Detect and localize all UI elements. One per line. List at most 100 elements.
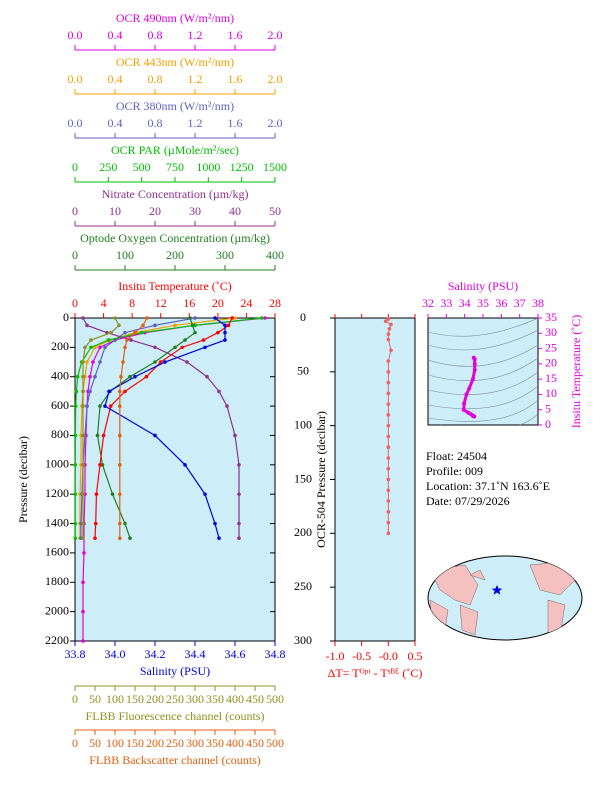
- x-tick-label: 35: [477, 296, 489, 310]
- float-info: Profile: 009: [426, 464, 483, 478]
- x-tick-label: 40: [229, 204, 241, 218]
- x-tick-label: 250: [166, 736, 184, 750]
- x-tick-label: 33.8: [65, 647, 86, 661]
- profile-point: [123, 345, 127, 350]
- profile-line: [79, 317, 236, 539]
- x-tick-label: 20: [212, 296, 224, 310]
- x-tick-label: 750: [166, 160, 184, 174]
- profile-point: [173, 323, 177, 328]
- profile-point: [128, 536, 132, 541]
- y-tick-label: 20: [545, 356, 557, 370]
- y-tick-label: 100: [294, 417, 312, 431]
- profile-point: [117, 323, 121, 328]
- profile-point: [118, 389, 122, 394]
- profile-point: [81, 360, 85, 364]
- y-tick-label: 1800: [45, 574, 69, 588]
- x-tick-label: 0.0: [68, 28, 83, 42]
- y-tick-label: 1600: [45, 545, 69, 559]
- delta-point: [386, 520, 391, 525]
- ts-point: [471, 355, 476, 360]
- profile-point: [173, 345, 177, 350]
- profile-point: [185, 360, 189, 364]
- profile-plot-area: [74, 317, 276, 642]
- x-tick-label: 500: [266, 736, 284, 750]
- x-tick-label: 100: [106, 692, 124, 706]
- ts-point: [472, 367, 477, 372]
- profile-point: [81, 521, 85, 526]
- x-tick-label: 1.6: [228, 28, 243, 42]
- profile-point: [217, 389, 221, 394]
- profile-point: [73, 536, 78, 541]
- profile-point: [123, 389, 127, 394]
- x-tick-label: 450: [246, 736, 264, 750]
- profile-line: [119, 317, 148, 539]
- x-tick-label: 36: [495, 296, 507, 310]
- y-tick-label: 50: [297, 364, 309, 378]
- profile-point: [89, 345, 93, 350]
- y-tick-label: 1200: [45, 486, 69, 500]
- profile-point: [81, 492, 85, 496]
- float-info: Location: 37.1˚N 163.6˚E: [426, 479, 550, 493]
- ts-point: [472, 361, 477, 366]
- profile-point: [73, 404, 78, 408]
- x-tick-label: 33: [440, 296, 452, 310]
- delta-point: [386, 359, 391, 363]
- profile-point: [75, 374, 80, 379]
- x-tick-label: 0.8: [148, 28, 163, 42]
- profile-point: [110, 492, 115, 496]
- x-tick-label: 34.6: [225, 647, 246, 661]
- ts-plot-area: [427, 317, 539, 426]
- profile-point: [119, 374, 123, 379]
- profile-point: [201, 338, 206, 342]
- delta-point: [386, 332, 391, 336]
- profile-point: [101, 433, 106, 438]
- profile-point: [85, 360, 89, 364]
- profile-point: [141, 323, 145, 328]
- delta-point: [386, 510, 391, 514]
- delta-point: [386, 337, 391, 342]
- float-info: Date: 07/29/2026: [426, 494, 510, 508]
- x-tick-label: -0.5: [352, 649, 371, 663]
- y-tick-label: 2200: [45, 633, 69, 647]
- profile-point: [108, 404, 113, 408]
- x-tick-label: 1.2: [188, 28, 203, 42]
- profile-point: [81, 433, 85, 438]
- x-tick-label: 0: [72, 204, 78, 218]
- x-tick-label: 34.2: [145, 647, 166, 661]
- x-tick-label: 100: [106, 736, 124, 750]
- profile-point: [216, 330, 220, 335]
- x-tick-label: 34.0: [105, 647, 126, 661]
- profile-point: [107, 389, 111, 394]
- profile-point: [93, 536, 97, 541]
- profile-point: [118, 404, 122, 408]
- profile-point: [100, 463, 105, 467]
- x-axis-title: Nitrate Concentration (µm/kg): [102, 187, 249, 201]
- delta-point: [386, 402, 391, 406]
- profile-point: [188, 316, 192, 320]
- x-tick-label: -1.0: [326, 649, 345, 663]
- y-tick-label: 800: [51, 427, 69, 441]
- profile-point: [225, 404, 229, 408]
- profile-point: [223, 338, 227, 342]
- profile-point: [153, 360, 157, 364]
- y-tick-label: 2000: [45, 603, 69, 617]
- profile-point: [153, 345, 157, 350]
- x-tick-label: 0.4: [108, 28, 123, 42]
- profile-point: [190, 323, 195, 328]
- profile-point: [233, 316, 237, 320]
- x-axis-title: FLBB Backscatter channel (counts): [89, 753, 261, 767]
- profile-point: [82, 551, 86, 555]
- float-location: [491, 585, 503, 595]
- profile-point: [89, 338, 93, 342]
- x-tick-label: 34.4: [185, 647, 206, 661]
- profile-point: [237, 492, 241, 496]
- x-tick-label: 150: [126, 692, 144, 706]
- profile-point: [193, 330, 197, 335]
- profile-point: [95, 433, 100, 438]
- x-tick-label: 0: [72, 296, 78, 310]
- x-tick-label: 250: [99, 160, 117, 174]
- profile-point: [81, 389, 85, 394]
- profile-point: [81, 404, 85, 408]
- profile-point: [74, 389, 79, 394]
- x-axis-title: OCR 380nm (W/m²/nm): [116, 99, 234, 113]
